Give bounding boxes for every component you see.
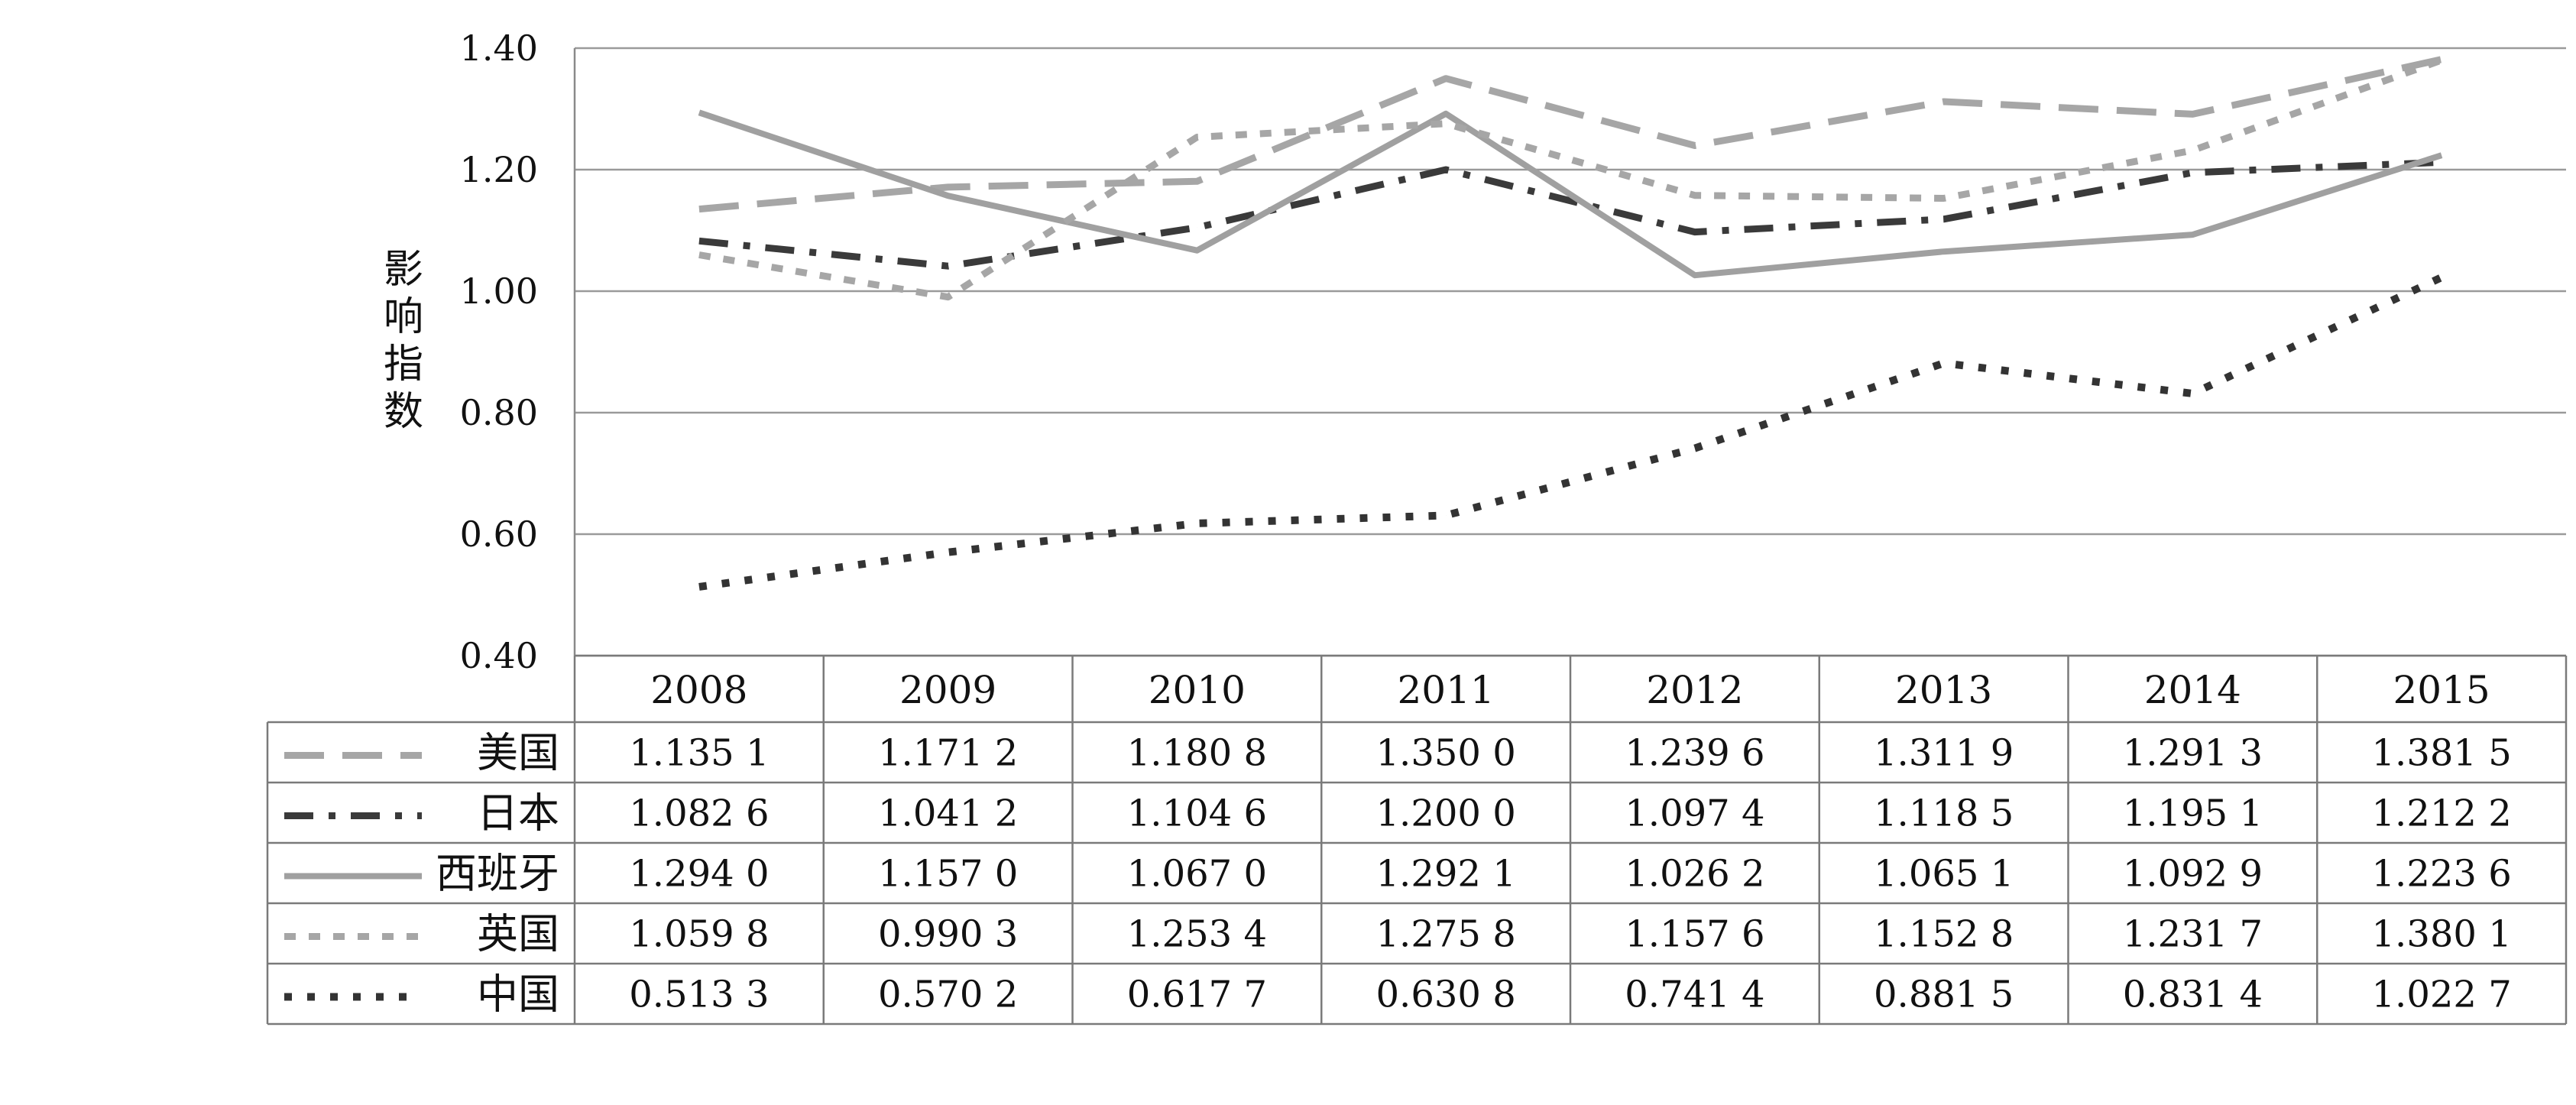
data-label: 1.152 8 (1874, 913, 2014, 956)
data-label: 1.291 3 (2123, 732, 2263, 775)
x-tick-label: 2009 (899, 668, 996, 712)
data-label: 1.171 2 (878, 732, 1018, 775)
y-axis: 0.40 0.60 0.80 1.00 1.20 1.40 (460, 28, 576, 676)
data-label: 1.104 6 (1127, 792, 1267, 835)
series-line-3 (698, 109, 2443, 279)
data-label: 1.092 9 (2123, 853, 2263, 896)
data-label: 0.881 5 (1874, 974, 2014, 1016)
data-label: 1.223 6 (2372, 853, 2512, 896)
x-tick-label: 2011 (1398, 668, 1495, 712)
data-label: 1.180 8 (1127, 732, 1267, 775)
legend-label: 中国 (477, 971, 559, 1019)
gridlines (575, 47, 2566, 657)
data-label: 1.253 4 (1127, 913, 1267, 956)
x-tick-label: 2012 (1646, 668, 1743, 712)
legend-label: 西班牙 (436, 850, 559, 898)
data-label: 1.231 7 (2123, 913, 2263, 956)
data-label: 1.157 6 (1625, 913, 1764, 956)
x-tick-label: 2013 (1895, 668, 1992, 712)
legend-label: 英国 (477, 910, 559, 958)
data-label: 1.118 5 (1874, 792, 2014, 835)
data-label: 1.239 6 (1625, 732, 1764, 775)
data-label: 1.026 2 (1625, 853, 1764, 896)
data-label: 1.065 1 (1874, 853, 2014, 896)
y-tick-label: 1.40 (460, 28, 538, 69)
legend-label: 美国 (477, 729, 559, 777)
data-label: 1.381 5 (2372, 732, 2512, 775)
y-tick-label: 0.40 (460, 635, 538, 676)
series-line-2 (698, 158, 2442, 270)
data-label: 1.292 1 (1376, 853, 1516, 896)
data-label: 0.831 4 (2123, 974, 2263, 1016)
series-line-1 (698, 56, 2443, 213)
series-lines (698, 56, 2444, 591)
x-tick-label: 2015 (2393, 668, 2490, 712)
series-line-5 (698, 274, 2444, 591)
data-label: 0.741 4 (1625, 974, 1764, 1016)
data-label: 1.059 8 (629, 913, 769, 956)
x-tick-label: 2014 (2144, 668, 2241, 712)
data-label: 0.513 3 (629, 974, 769, 1016)
data-label: 0.570 2 (878, 974, 1018, 1016)
series-line-4 (698, 57, 2443, 301)
data-label: 1.195 1 (2123, 792, 2263, 835)
data-label: 1.311 9 (1874, 732, 2014, 775)
y-tick-label: 1.00 (460, 271, 538, 312)
data-label: 1.200 0 (1376, 792, 1516, 835)
legend-label: 日本 (477, 789, 559, 838)
data-label: 1.082 6 (629, 792, 769, 835)
x-tick-label: 2008 (650, 668, 747, 712)
data-label: 1.275 8 (1376, 913, 1516, 956)
data-label: 1.097 4 (1625, 792, 1764, 835)
data-label: 1.350 0 (1376, 732, 1516, 775)
data-label: 0.630 8 (1376, 974, 1516, 1016)
data-label: 1.212 2 (2372, 792, 2512, 835)
data-label: 1.157 0 (878, 853, 1018, 896)
data-table: 2008 2009 2010 2011 2012 2013 2014 2015 美国 1.135 … (266, 654, 2568, 1026)
data-label: 1.380 1 (2372, 913, 2512, 956)
data-label: 1.022 7 (2372, 974, 2512, 1016)
y-tick-label: 1.20 (460, 149, 538, 190)
data-label: 1.041 2 (878, 792, 1018, 835)
y-tick-label: 0.80 (460, 392, 538, 433)
data-label: 1.294 0 (629, 853, 769, 896)
data-label: 0.990 3 (878, 913, 1018, 956)
y-tick-label: 0.60 (460, 514, 538, 555)
data-label: 1.067 0 (1127, 853, 1267, 896)
y-axis-label: 影响指数 (384, 247, 423, 435)
data-label: 0.617 7 (1127, 974, 1267, 1016)
x-tick-label: 2010 (1149, 668, 1246, 712)
data-label: 1.135 1 (629, 732, 769, 775)
